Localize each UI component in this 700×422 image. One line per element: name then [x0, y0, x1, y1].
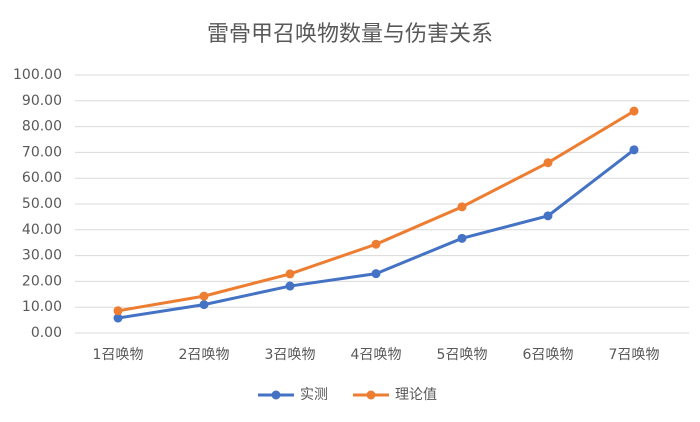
legend-label: 实测	[300, 387, 328, 403]
data-point	[371, 269, 381, 279]
x-tick-label: 5召唤物	[437, 346, 488, 363]
data-point	[543, 211, 553, 221]
y-tick-label: 90.00	[22, 93, 62, 109]
y-tick-label: 50.00	[22, 196, 62, 212]
y-tick-label: 80.00	[22, 119, 62, 135]
y-tick-label: 10.00	[22, 299, 62, 315]
data-point	[457, 233, 467, 243]
series-line	[117, 148, 635, 320]
data-point	[113, 313, 123, 323]
legend-label: 理论值	[395, 387, 437, 403]
data-point	[371, 239, 381, 249]
data-point	[457, 202, 467, 212]
data-point	[543, 158, 553, 168]
x-tick-label: 2召唤物	[179, 346, 230, 363]
y-tick-label: 30.00	[22, 248, 62, 264]
data-point	[113, 306, 123, 316]
data-point	[285, 269, 295, 279]
x-tick-label: 4召唤物	[351, 346, 402, 363]
y-tick-label: 0.00	[31, 325, 62, 341]
legend-marker	[366, 390, 376, 400]
data-point	[629, 106, 639, 116]
data-point	[629, 145, 639, 155]
chart-title: 雷骨甲召唤物数量与伤害关系	[207, 22, 493, 47]
y-tick-label: 100.00	[13, 67, 62, 83]
legend-marker	[271, 390, 281, 400]
x-tick-label: 1召唤物	[93, 346, 144, 363]
data-point	[199, 291, 209, 301]
x-tick-label: 3召唤物	[265, 346, 316, 363]
y-tick-label: 70.00	[22, 144, 62, 160]
y-tick-label: 40.00	[22, 222, 62, 238]
y-tick-label: 60.00	[22, 170, 62, 186]
x-tick-label: 6召唤物	[523, 346, 574, 363]
data-point	[199, 300, 209, 310]
data-point	[285, 281, 295, 291]
x-tick-label: 7召唤物	[609, 346, 660, 363]
y-tick-label: 20.00	[22, 273, 62, 289]
